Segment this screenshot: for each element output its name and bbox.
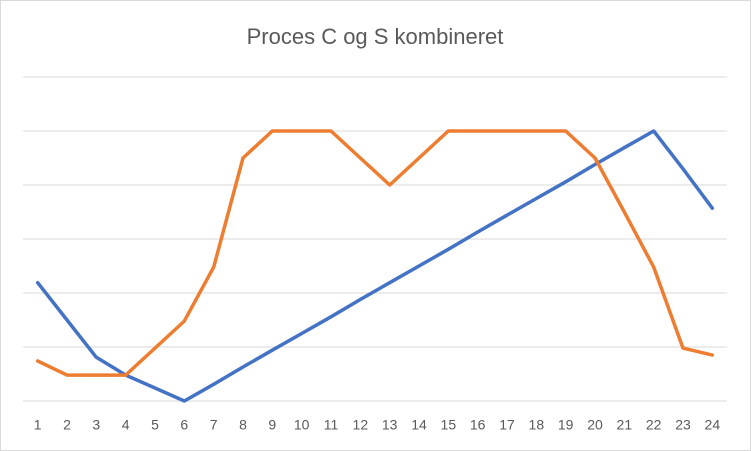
series-line: [35, 129, 715, 403]
x-tick-label: 5: [151, 417, 159, 433]
x-tick-label: 23: [675, 417, 691, 433]
x-tick-label: 3: [92, 417, 100, 433]
x-tick-label: 15: [441, 417, 457, 433]
x-tick-label: 18: [529, 417, 545, 433]
x-tick-label: 4: [122, 417, 130, 433]
x-tick-label: 7: [210, 417, 218, 433]
x-tick-label: 21: [617, 417, 633, 433]
x-tick-label: 11: [324, 417, 339, 433]
x-tick-label: 13: [382, 417, 398, 433]
x-tick-label: 6: [180, 417, 188, 433]
x-tick-label: 10: [294, 417, 310, 433]
x-tick-label: 12: [353, 417, 369, 433]
x-tick-label: 2: [63, 417, 71, 433]
x-tick-label: 9: [268, 417, 276, 433]
x-tick-label: 8: [239, 417, 247, 433]
x-tick-label: 24: [705, 417, 721, 433]
x-tick-label: 17: [499, 417, 515, 433]
chart-title: Proces C og S kombineret: [247, 24, 504, 49]
x-tick-label: 1: [34, 417, 42, 433]
x-tick-label: 20: [587, 417, 603, 433]
x-tick-label: 14: [411, 417, 427, 433]
series-line: [35, 129, 715, 377]
x-tick-label: 22: [646, 417, 662, 433]
x-tick-label: 19: [558, 417, 574, 433]
x-tick-label: 16: [470, 417, 486, 433]
